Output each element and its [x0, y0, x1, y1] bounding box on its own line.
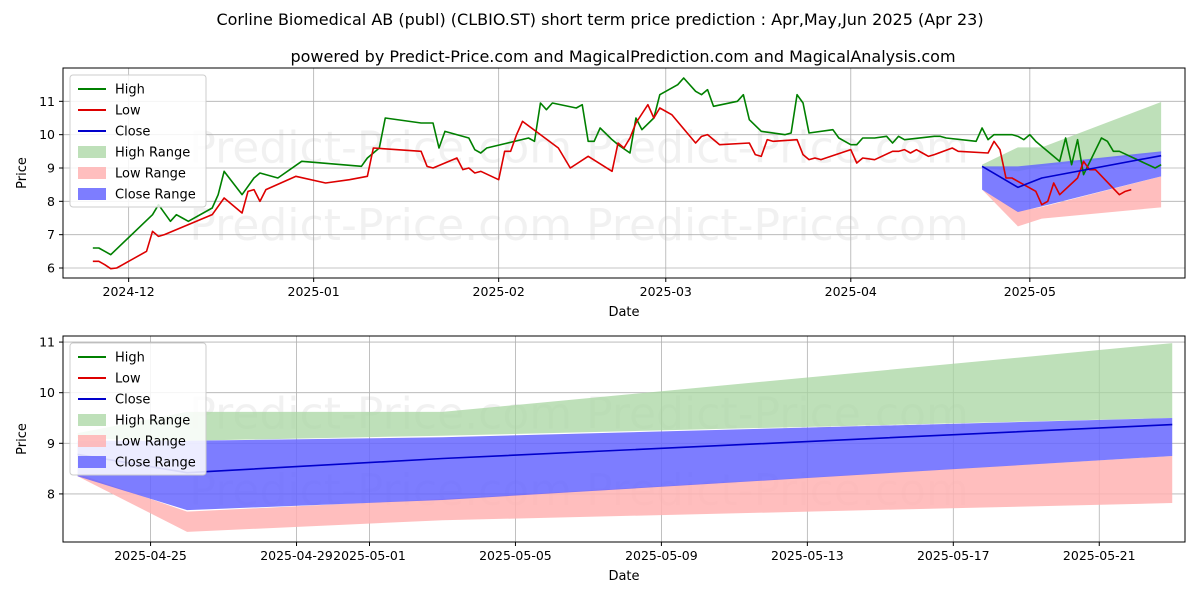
plot-area	[92, 77, 1162, 270]
y-tick-label: 9	[47, 436, 55, 451]
legend-swatch-low-range	[78, 435, 106, 447]
legend-label-close-range: Close Range	[115, 456, 196, 471]
x-tick-label: 2025-05	[1004, 284, 1056, 299]
legend-swatch-close-range	[78, 456, 106, 468]
legend-swatch-low-range	[78, 167, 106, 179]
legend-label-high-range: High Range	[115, 146, 190, 161]
x-axis-label: Date	[608, 569, 639, 584]
close-range-area	[77, 417, 1173, 511]
x-tick-label: 2025-03	[640, 284, 692, 299]
chart-title: Corline Biomedical AB (publ) (CLBIO.ST) …	[216, 10, 983, 29]
x-tick-label: 2025-04-29	[260, 548, 333, 563]
x-tick-label: 2025-05-13	[771, 548, 844, 563]
x-tick-label: 2025-04-25	[114, 548, 187, 563]
y-tick-label: 7	[47, 227, 55, 242]
low-line	[92, 103, 1132, 270]
low-range-area	[77, 455, 1173, 532]
legend-label-close-range: Close Range	[115, 188, 196, 203]
legend-label-close: Close	[115, 393, 150, 408]
watermark: Predict-Price.com Predict-Price.com	[189, 200, 968, 251]
legend-swatch-high-range	[78, 146, 106, 158]
y-tick-label: 10	[39, 385, 55, 400]
y-tick-label: 8	[47, 194, 55, 209]
x-axis-label: Date	[608, 305, 639, 320]
x-tick-label: 2025-01	[288, 284, 340, 299]
axes-frame	[62, 67, 1186, 279]
legend: High Low Close High Range Low Range Close Ran…	[69, 342, 207, 476]
x-tick-label: 2025-05-01	[333, 548, 406, 563]
legend-label-low: Low	[115, 372, 141, 387]
y-tick-label: 11	[39, 94, 55, 109]
x-tick-label: 2025-05-17	[917, 548, 990, 563]
x-tick-label: 2025-05-21	[1063, 548, 1136, 563]
y-tick-label: 9	[47, 161, 55, 176]
x-tick-label: 2024-12	[103, 284, 155, 299]
legend-label-close: Close	[115, 125, 150, 140]
y-tick-label: 11	[39, 335, 55, 350]
plot-area	[77, 343, 1173, 532]
close-line	[981, 154, 1162, 189]
x-tick-label: 2025-02	[473, 284, 525, 299]
axes-frame	[62, 335, 1186, 543]
watermark: Predict-Price.com Predict-Price.com	[189, 123, 968, 174]
low-range-area	[982, 176, 1162, 227]
high-line	[92, 77, 1162, 256]
x-tick-label: 2025-05-05	[479, 548, 552, 563]
legend: High Low Close High Range Low Range Close Ran…	[69, 74, 207, 208]
x-tick-label: 2025-04	[825, 284, 877, 299]
y-tick-label: 8	[47, 486, 55, 501]
legend-label-low-range: Low Range	[115, 167, 186, 182]
legend-swatch-close-range	[78, 188, 106, 200]
legend-swatch-high-range	[78, 414, 106, 426]
y-axis-label: Price	[15, 157, 30, 189]
y-tick-label: 6	[47, 261, 55, 276]
high-range-area	[982, 102, 1162, 172]
close-range-area	[982, 151, 1162, 212]
y-tick-label: 10	[39, 127, 55, 142]
x-tick-label: 2025-05-09	[625, 548, 698, 563]
panel-1: Predict-Price.com Predict-Price.com Predi…	[15, 67, 1186, 320]
legend-label-low-range: Low Range	[115, 435, 186, 450]
legend-label-high: High	[115, 83, 145, 98]
y-axis-label: Price	[15, 423, 30, 455]
high-range-area	[77, 343, 1173, 441]
legend-label-high: High	[115, 351, 145, 366]
panel-2: Predict-Price.com Predict-Price.comPredi…	[15, 335, 1186, 584]
legend-label-low: Low	[115, 104, 141, 119]
chart-subtitle: powered by Predict-Price.com and Magical…	[290, 47, 955, 66]
legend-label-high-range: High Range	[115, 414, 190, 429]
